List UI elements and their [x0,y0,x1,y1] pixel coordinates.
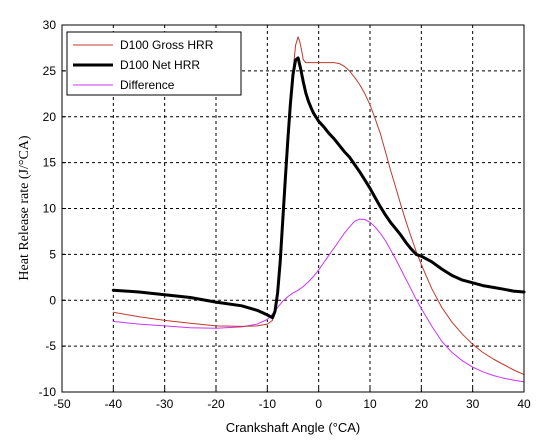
x-tick-label: 20 [415,397,429,411]
series-line-2 [112,218,525,383]
x-tick-label: 10 [363,397,377,411]
x-axis-label: Crankshaft Angle (°CA) [226,420,361,435]
x-tick-label: -40 [105,397,123,411]
y-tick-label: 0 [49,293,56,307]
y-axis-label: Heat Release rate (J/°CA) [17,135,32,280]
y-tick-label: -5 [45,339,56,353]
x-tick-label: -50 [53,397,71,411]
series-line-1 [111,56,526,320]
series-layer [111,36,526,383]
x-tick-label: -30 [156,397,174,411]
y-tick-label: 5 [49,247,56,261]
legend: D100 Gross HRR D100 Net HRR Difference [66,31,242,96]
legend-label-2: Difference [120,78,175,92]
x-tick-label: 0 [315,397,322,411]
y-tick-label: 20 [43,110,57,124]
x-tick-label: 40 [517,397,531,411]
y-tick-label: 10 [43,202,57,216]
x-tick-label: -20 [207,397,225,411]
y-tick-label: 30 [43,18,57,32]
y-tick-label: -10 [39,385,57,399]
x-tick-label: -10 [259,397,277,411]
axis-ticks: -50 -40 -30 -20 -10 0 10 20 30 40-10-505101520253… [39,18,531,411]
legend-label-1: D100 Net HRR [120,58,200,72]
x-tick-label: 30 [466,397,480,411]
legend-label-0: D100 Gross HRR [120,38,214,52]
y-tick-label: 25 [43,64,57,78]
y-tick-label: 15 [43,156,57,170]
